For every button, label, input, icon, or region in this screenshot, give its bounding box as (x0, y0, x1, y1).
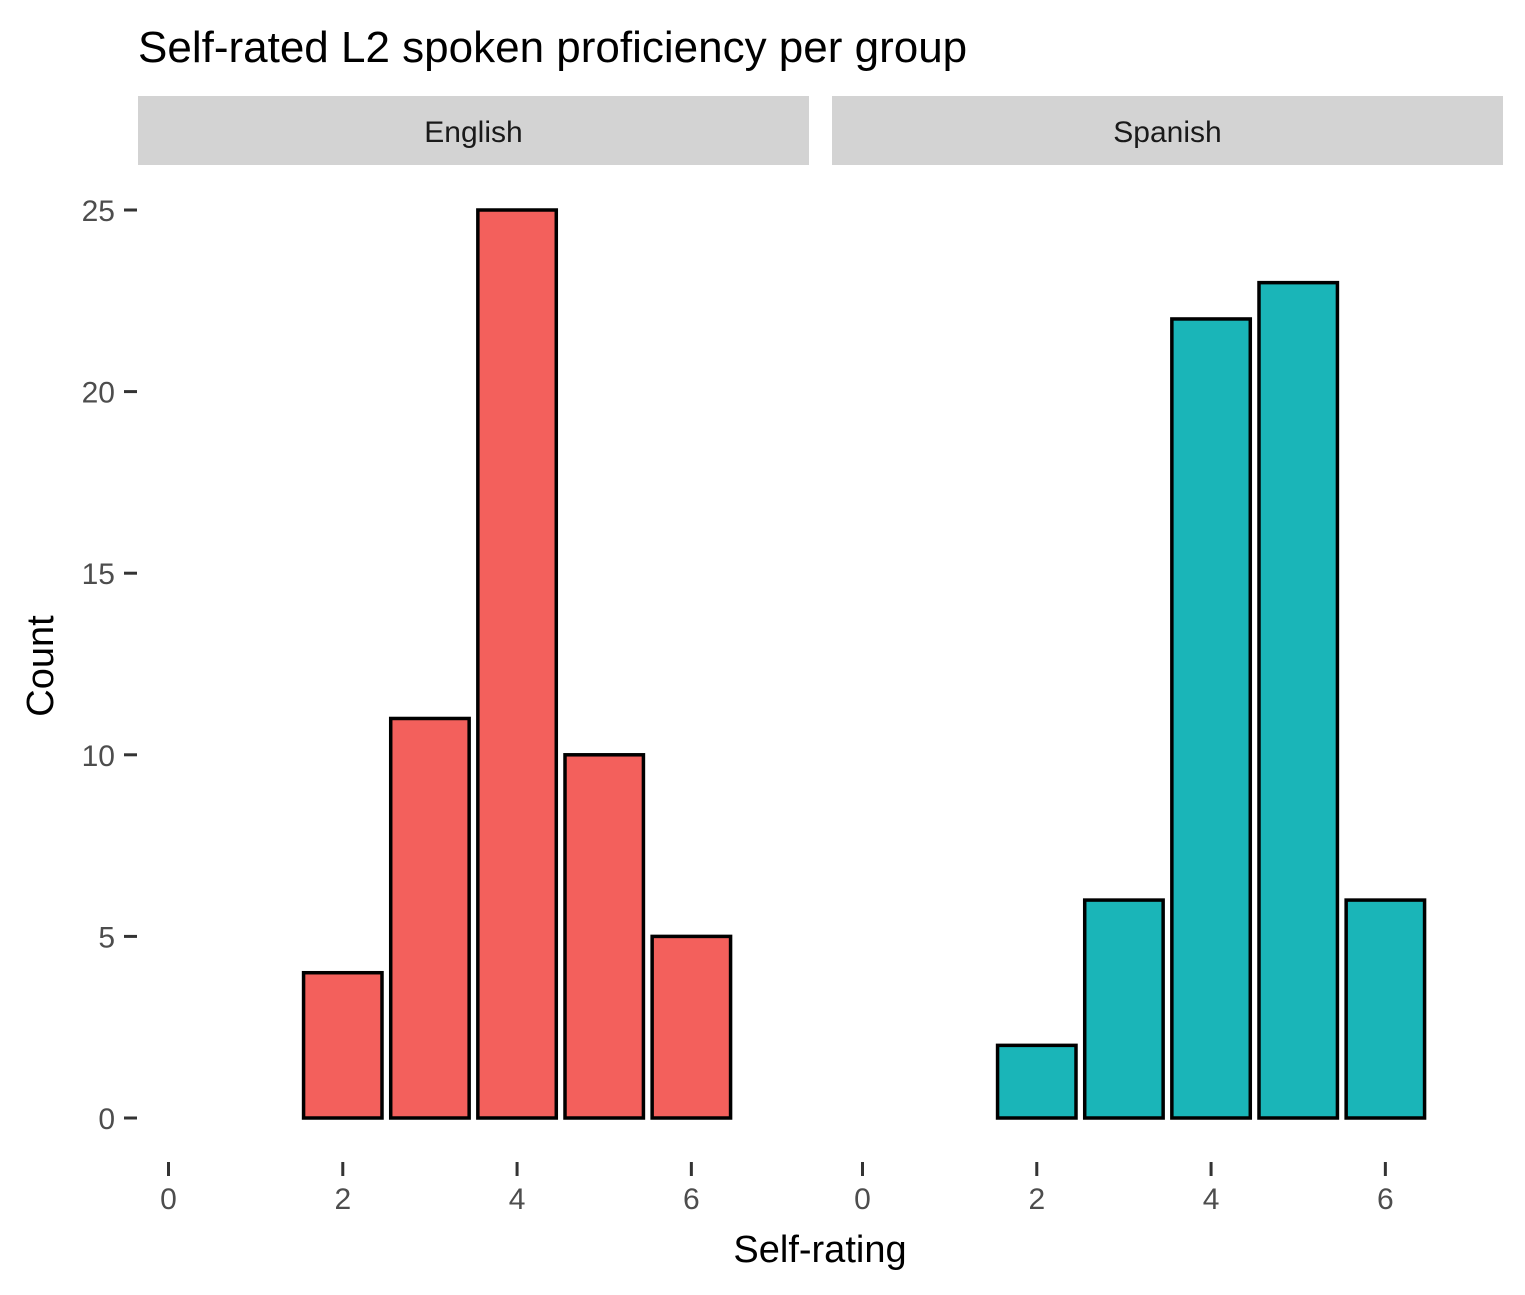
bar (388, 716, 471, 1120)
x-tick-label: 6 (683, 1183, 700, 1216)
x-tick-label: 0 (160, 1183, 177, 1216)
strip-label-spanish: Spanish (1113, 116, 1221, 149)
x-tick-label: 2 (334, 1183, 351, 1216)
x-tick-label: 2 (1028, 1183, 1045, 1216)
bar (1257, 280, 1340, 1120)
bars-spanish (995, 280, 1427, 1120)
x-axis-spanish: 0 2 4 6 (854, 1162, 1394, 1216)
x-tick-label: 4 (1203, 1183, 1220, 1216)
y-tick-label: 10 (82, 740, 115, 773)
y-tick-label: 25 (82, 195, 115, 228)
bar (1170, 317, 1253, 1120)
bar (650, 934, 733, 1120)
y-tick-label: 20 (82, 377, 115, 410)
x-axis-label: Self-rating (733, 1229, 906, 1271)
strip-english (138, 96, 809, 165)
bar (476, 208, 559, 1120)
y-tick-label: 5 (98, 921, 115, 954)
bar (1344, 898, 1427, 1120)
panel-english: English 0 2 4 6 (138, 96, 809, 1216)
y-tick-label: 15 (82, 558, 115, 591)
y-tick-label: 0 (98, 1103, 115, 1136)
x-axis-english: 0 2 4 6 (160, 1162, 700, 1216)
y-axis: 0 5 10 15 20 25 (82, 195, 137, 1136)
bar (301, 970, 384, 1120)
x-tick-label: 4 (509, 1183, 526, 1216)
bar (1082, 898, 1165, 1120)
chart-title: Self-rated L2 spoken proficiency per gro… (138, 23, 967, 72)
bar (995, 1043, 1078, 1120)
y-axis-label: Count (20, 615, 62, 717)
x-tick-label: 6 (1377, 1183, 1394, 1216)
x-tick-label: 0 (854, 1183, 871, 1216)
panel-spanish: Spanish 0 2 4 6 (832, 96, 1503, 1216)
bar (563, 753, 646, 1120)
strip-spanish (832, 96, 1503, 165)
bars-english (301, 208, 733, 1120)
strip-label-english: English (424, 116, 522, 149)
